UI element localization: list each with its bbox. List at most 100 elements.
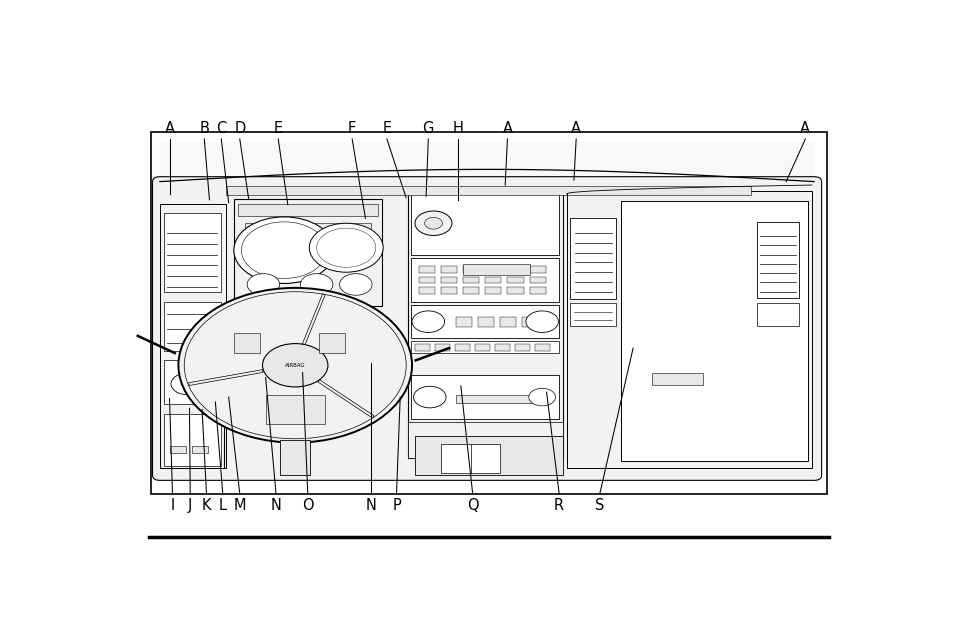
Bar	[269, 356, 321, 374]
Text: A: A	[502, 121, 512, 136]
Bar	[164, 414, 221, 466]
Text: K: K	[201, 499, 211, 513]
Circle shape	[424, 218, 442, 229]
Bar	[170, 446, 186, 453]
Bar	[507, 277, 523, 284]
Bar	[495, 343, 509, 350]
Circle shape	[184, 292, 406, 439]
Bar	[507, 266, 523, 273]
Bar	[280, 440, 310, 476]
Text: P: P	[392, 499, 400, 513]
Bar	[529, 287, 545, 294]
Text: Q: Q	[466, 499, 478, 513]
Text: N: N	[365, 499, 375, 513]
Circle shape	[262, 343, 328, 387]
Bar	[515, 343, 529, 350]
Bar	[477, 317, 494, 326]
Bar	[192, 446, 208, 453]
Text: E: E	[382, 121, 391, 136]
Bar	[440, 444, 499, 473]
Bar	[440, 287, 456, 294]
Text: J: J	[188, 499, 193, 513]
Text: H: H	[452, 121, 463, 136]
Bar	[226, 186, 751, 195]
Circle shape	[316, 228, 375, 267]
Bar	[407, 186, 562, 459]
Text: D: D	[233, 121, 245, 136]
Circle shape	[339, 273, 372, 295]
Text: M: M	[233, 499, 246, 513]
Text: A: A	[164, 121, 174, 136]
Bar	[499, 317, 516, 326]
Bar	[651, 373, 702, 385]
FancyBboxPatch shape	[152, 177, 821, 480]
Circle shape	[525, 311, 558, 333]
Bar	[151, 132, 826, 494]
Bar	[435, 343, 449, 350]
Text: A: A	[800, 121, 809, 136]
Bar	[756, 222, 799, 298]
Bar	[245, 223, 370, 232]
Text: E: E	[274, 121, 282, 136]
Circle shape	[300, 273, 333, 295]
Text: O: O	[302, 499, 314, 513]
Bar	[475, 343, 489, 350]
Bar	[318, 333, 345, 353]
Bar	[619, 201, 807, 460]
Circle shape	[233, 217, 335, 284]
Text: I: I	[171, 499, 174, 513]
Bar	[418, 287, 435, 294]
Bar	[462, 264, 529, 275]
Text: AIRBAG: AIRBAG	[285, 363, 305, 368]
Circle shape	[412, 311, 444, 333]
Bar	[440, 277, 456, 284]
Bar	[237, 204, 377, 216]
Bar	[462, 266, 478, 273]
Text: A: A	[571, 121, 580, 136]
Bar	[233, 198, 381, 307]
Bar	[440, 266, 456, 273]
Bar	[566, 191, 811, 468]
Bar	[485, 266, 501, 273]
Text: B: B	[199, 121, 209, 136]
Circle shape	[178, 288, 412, 443]
Bar	[164, 361, 221, 404]
Bar	[411, 305, 558, 338]
Bar	[535, 343, 549, 350]
Bar	[415, 343, 429, 350]
Circle shape	[415, 211, 452, 235]
Bar	[570, 218, 616, 299]
Bar	[164, 214, 221, 292]
Text: G: G	[422, 121, 434, 136]
Bar	[160, 204, 226, 468]
Bar	[233, 333, 260, 353]
Circle shape	[309, 223, 383, 272]
Text: N: N	[271, 499, 281, 513]
Bar	[485, 277, 501, 284]
Bar	[411, 258, 558, 301]
Bar	[455, 343, 469, 350]
Bar	[485, 287, 501, 294]
Text: S: S	[595, 499, 604, 513]
Bar	[265, 394, 324, 424]
Bar	[418, 277, 435, 284]
Bar	[462, 287, 478, 294]
Bar	[407, 422, 562, 459]
Circle shape	[181, 380, 193, 388]
Text: L: L	[218, 499, 227, 513]
Bar	[411, 194, 558, 255]
Circle shape	[528, 388, 555, 406]
Bar	[456, 317, 472, 326]
Bar	[411, 342, 558, 353]
Circle shape	[247, 273, 279, 295]
Bar	[456, 394, 544, 403]
Bar	[415, 436, 562, 476]
Bar	[756, 303, 799, 326]
Bar	[462, 277, 478, 284]
Bar	[164, 301, 221, 350]
Circle shape	[413, 386, 446, 408]
Text: F: F	[348, 121, 355, 136]
Circle shape	[171, 373, 203, 394]
Bar	[529, 277, 545, 284]
Text: C: C	[216, 121, 226, 136]
